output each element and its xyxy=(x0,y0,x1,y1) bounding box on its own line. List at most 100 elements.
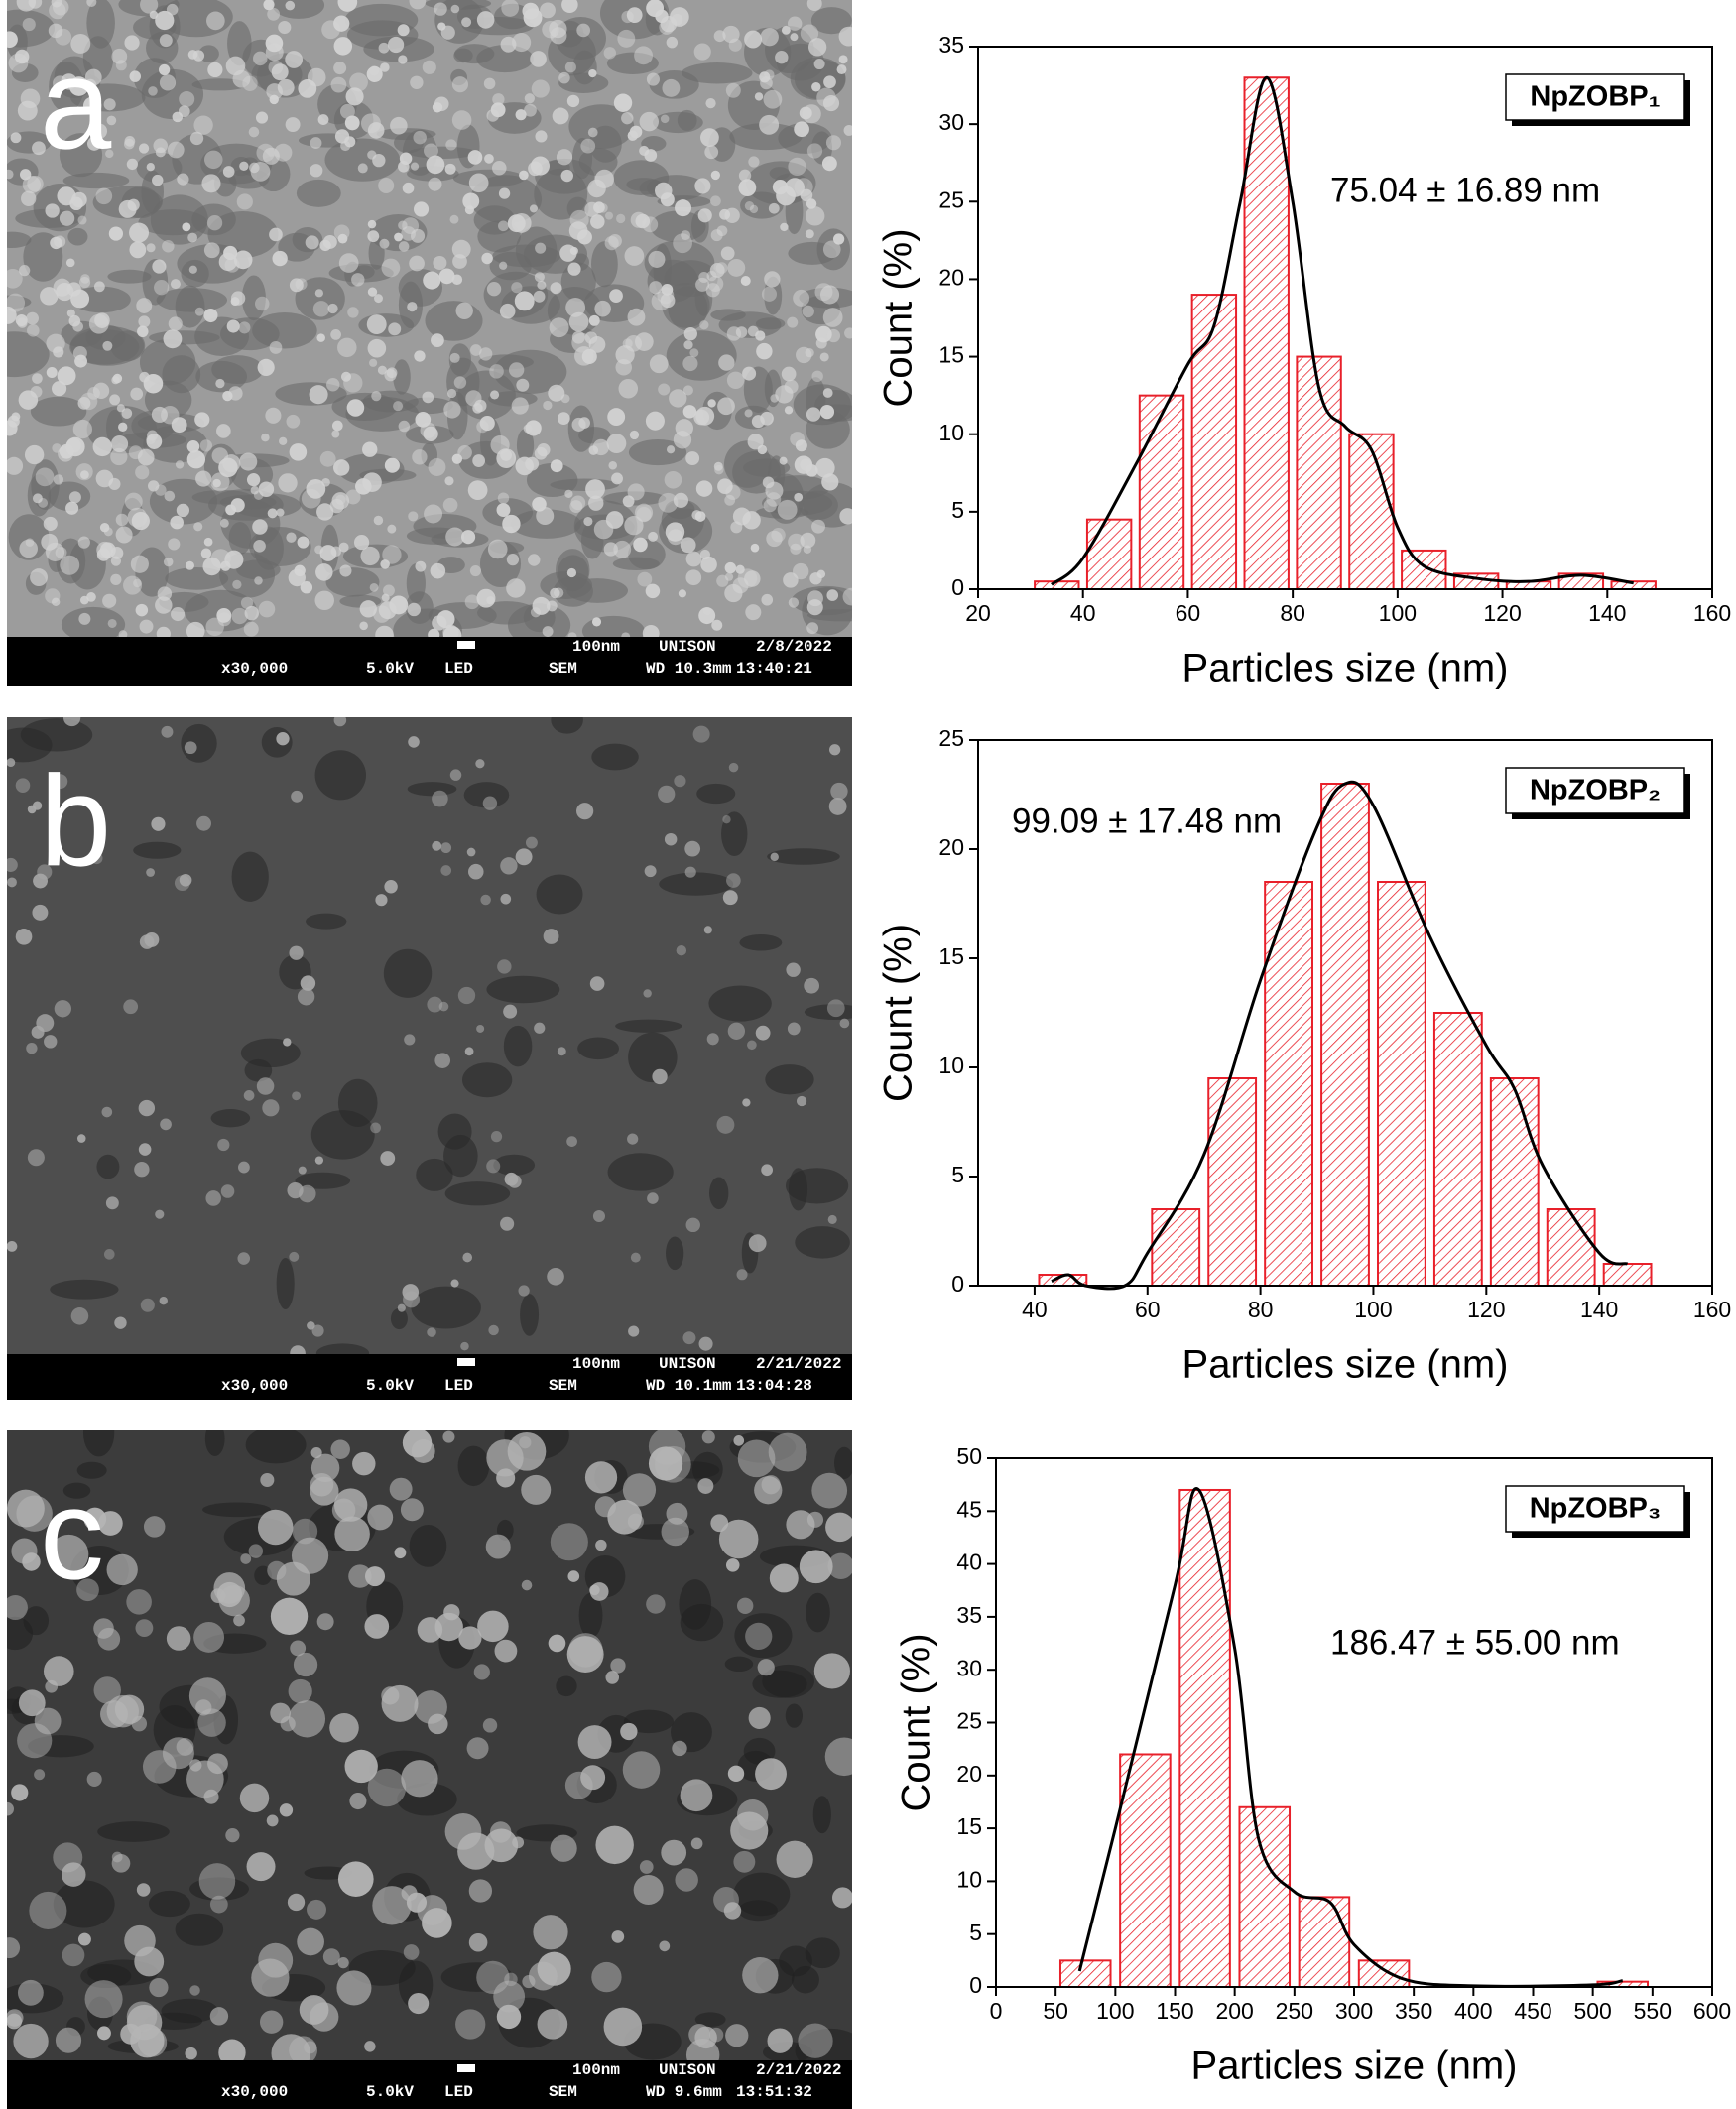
sem-particle xyxy=(193,1621,225,1653)
sem-particle xyxy=(307,1321,315,1330)
sem-particle xyxy=(343,373,363,393)
histogram-bar xyxy=(1151,1208,1201,1287)
sem-pore xyxy=(148,1890,190,1918)
sem-pore xyxy=(7,331,50,378)
sem-particle xyxy=(185,2047,197,2060)
sem-particle xyxy=(140,0,159,14)
sem-particle xyxy=(176,1738,194,1756)
sem-particle xyxy=(533,290,546,303)
sem-particle xyxy=(240,596,254,609)
sem-particle xyxy=(337,1861,374,1898)
sem-particle xyxy=(166,3,179,16)
sem-particle xyxy=(177,173,189,186)
sem-particle xyxy=(800,532,816,549)
sem-particle xyxy=(695,406,715,426)
sem-info: 5.0kV xyxy=(366,660,414,678)
sem-particle xyxy=(567,262,581,276)
sem-particle xyxy=(684,866,696,878)
sem-particle xyxy=(643,989,652,998)
sem-particle xyxy=(610,1658,626,1674)
sem-info: SEM xyxy=(549,1377,577,1395)
sem-particle xyxy=(379,238,390,249)
sem-particle xyxy=(693,43,711,61)
sem-particle xyxy=(542,626,554,637)
sem-info: UNISON xyxy=(659,2061,716,2079)
sem-info: 2/21/2022 xyxy=(756,1355,841,1373)
sem-particle xyxy=(123,575,143,595)
sem-particle xyxy=(811,1472,848,1509)
sem-particle xyxy=(466,1737,489,1760)
sem-particle xyxy=(279,1803,294,1817)
sem-particle xyxy=(546,600,558,612)
sem-particle xyxy=(80,470,89,480)
sem-pore xyxy=(724,1656,754,1673)
sem-particle xyxy=(16,0,37,12)
sem-particle xyxy=(550,1834,577,1862)
sem-particle xyxy=(694,511,706,522)
sem-particle xyxy=(422,60,436,74)
sem-particle xyxy=(406,1892,428,1913)
sem-particle xyxy=(724,583,743,603)
sem-particle xyxy=(645,583,661,599)
sem-particle xyxy=(15,929,33,945)
sem-particle xyxy=(29,1891,67,1929)
sem-particle xyxy=(7,2009,24,2027)
sem-particle xyxy=(105,1196,119,1210)
sem-particle xyxy=(298,1166,307,1175)
sem-particle xyxy=(220,1184,235,1198)
sem-particle xyxy=(805,229,814,239)
sem-particle xyxy=(246,1852,276,1882)
y-axis-label: Count (%) xyxy=(895,1633,938,1811)
x-tick-label: 20 xyxy=(965,600,991,626)
sem-particle xyxy=(45,542,65,562)
sem-particle xyxy=(633,1874,664,1905)
sem-particle xyxy=(340,371,352,382)
y-tick-label: 15 xyxy=(938,342,964,368)
sem-particle xyxy=(823,75,836,89)
sem-particle xyxy=(685,569,702,586)
sem-particle xyxy=(698,607,716,625)
x-tick-label: 100 xyxy=(1096,1998,1134,2024)
sem-particle xyxy=(639,111,659,132)
sem-particle xyxy=(35,467,55,487)
sem-particle xyxy=(243,621,259,637)
sem-particle xyxy=(433,255,447,271)
sem-particle xyxy=(146,434,156,445)
sem-particle xyxy=(543,929,559,944)
sem-particle xyxy=(7,169,14,180)
sem-particle xyxy=(93,1618,114,1639)
sem-particle xyxy=(22,175,42,194)
sem-particle xyxy=(680,1779,713,1812)
sem-particle xyxy=(585,479,605,499)
sem-particle xyxy=(175,460,185,469)
sem-particle xyxy=(162,239,175,253)
sem-particle xyxy=(725,484,741,501)
sem-particle xyxy=(188,1677,226,1715)
sem-pore xyxy=(804,1004,852,1021)
sem-particle xyxy=(490,1130,503,1143)
histogram-bar xyxy=(1178,1488,1231,1988)
sem-particle xyxy=(70,289,90,309)
sem-particle xyxy=(811,82,821,92)
sem-particle xyxy=(676,944,687,956)
sem-particle xyxy=(476,11,495,29)
sem-particle xyxy=(372,1886,412,1925)
sem-particle xyxy=(217,1138,230,1152)
x-axis-label: Particles size (nm) xyxy=(1182,1343,1509,1387)
sem-particle xyxy=(515,109,527,121)
sem-particle xyxy=(159,74,177,91)
sem-particle xyxy=(34,1769,46,1781)
sem-particle xyxy=(388,322,402,336)
sem-particle xyxy=(290,1345,306,1354)
sem-particle xyxy=(367,219,377,229)
sem-particle xyxy=(434,1612,463,1642)
sem-particle xyxy=(139,371,150,383)
sem-particle xyxy=(337,233,348,244)
sem-particle xyxy=(271,2034,310,2060)
sem-particle xyxy=(473,1664,490,1680)
sem-particle xyxy=(472,454,486,467)
sem-particle xyxy=(598,202,608,213)
sem-particle xyxy=(17,100,38,121)
annotation: 75.04 ± 16.89 nm xyxy=(1330,171,1600,209)
sem-particle xyxy=(142,1750,177,1784)
